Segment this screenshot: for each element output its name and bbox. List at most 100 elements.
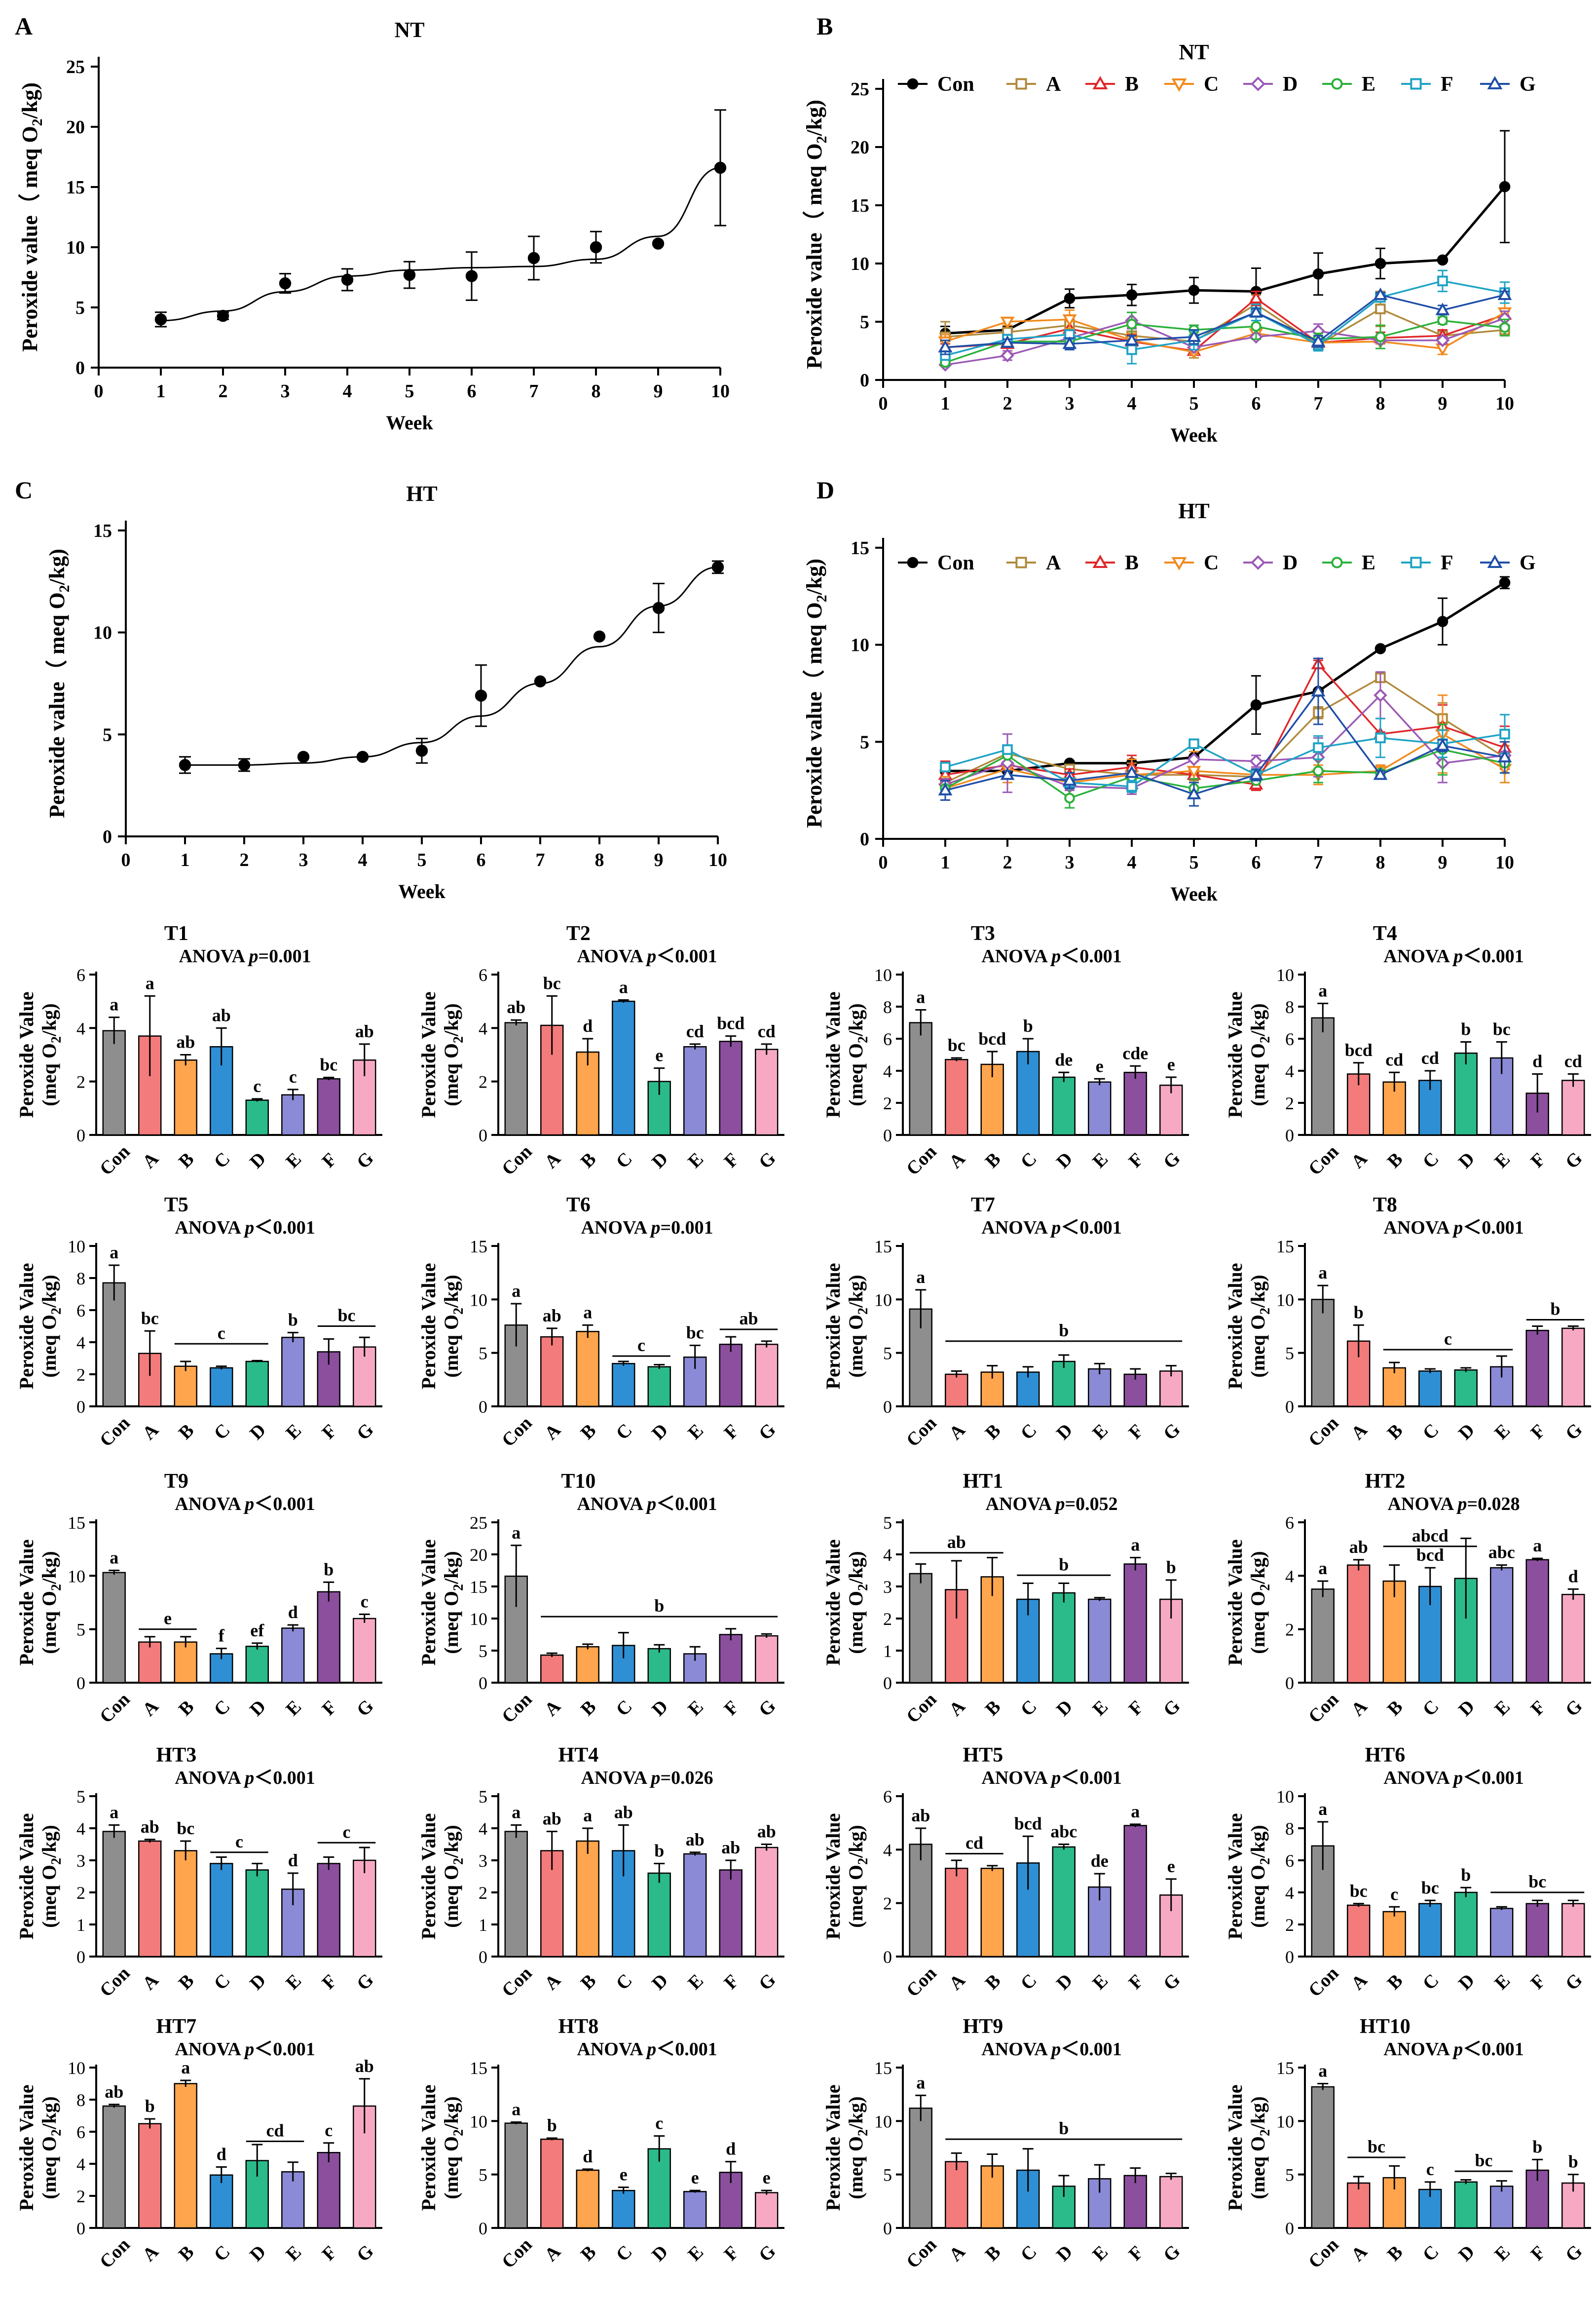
y-tick-label: 10 xyxy=(93,623,112,643)
bar xyxy=(909,2108,932,2229)
series-E xyxy=(940,723,1510,809)
x-tick-label: 9 xyxy=(654,850,664,870)
fit-curve xyxy=(185,566,718,766)
bar xyxy=(245,1099,269,1136)
x-tick-label: E xyxy=(282,1149,305,1172)
significance-letter: b xyxy=(145,2096,155,2116)
bar xyxy=(1454,1369,1478,1407)
y-tick-label: 6 xyxy=(76,2122,85,2142)
significance-letter: b xyxy=(1461,1019,1471,1039)
chart-title: T9 xyxy=(164,1470,188,1493)
y-tick-label: 8 xyxy=(883,997,892,1017)
y-tick-label: 0 xyxy=(76,1126,85,1145)
significance-letter: e xyxy=(620,2165,628,2185)
series-line xyxy=(945,733,1505,788)
bar xyxy=(755,1344,779,1407)
chart-title: HT5 xyxy=(963,1744,1003,1767)
chart-title: T2 xyxy=(566,922,591,945)
fit-curve xyxy=(160,167,721,322)
data-point xyxy=(415,745,428,757)
y-tick-label: 15 xyxy=(874,2058,892,2078)
bar xyxy=(281,1337,305,1407)
chart-title: HT3 xyxy=(156,1744,197,1767)
data-point xyxy=(238,759,251,771)
x-tick-label: B xyxy=(577,1420,600,1444)
bar xyxy=(1525,1329,1549,1407)
chart-panel-HT3: 0 1 2 3 4 5 Peroxide Value(meq O2/kg) HT3ANOVA … xyxy=(15,1744,382,2001)
x-tick-label: D xyxy=(246,2241,270,2265)
x-tick-label: Con xyxy=(498,1141,536,1179)
x-tick-label: E xyxy=(1490,1696,1514,1720)
y-tick-label: 4 xyxy=(883,1061,892,1081)
significance-letter: a xyxy=(1318,1263,1327,1282)
significance-letter: ab xyxy=(507,997,525,1017)
bar xyxy=(945,1373,968,1407)
y-axis-label: Peroxide value（ meq O2/kg) xyxy=(802,100,830,369)
bar xyxy=(1123,1825,1147,1958)
y-tick-label: 15 xyxy=(874,1237,892,1256)
y-tick-label: 4 xyxy=(1285,1061,1294,1081)
y-tick-label: 0 xyxy=(1285,1947,1294,1967)
data-point xyxy=(534,675,547,688)
x-tick-label: C xyxy=(210,1696,234,1720)
x-tick-label: E xyxy=(1088,1420,1112,1444)
significance-letter: b xyxy=(654,1841,664,1861)
y-axis-label: Peroxide Value(meq O2/kg) xyxy=(417,992,466,1118)
x-tick-label: F xyxy=(318,1420,341,1443)
bracket-letter: c xyxy=(218,1323,225,1343)
anova-label: ANOVA p＜0.001 xyxy=(981,2039,1121,2060)
x-tick-label: 3 xyxy=(1065,852,1075,873)
x-tick-label: 4 xyxy=(1127,852,1137,873)
x-tick-label: E xyxy=(1088,2242,1112,2265)
significance-letter: ab xyxy=(105,2082,123,2102)
data-point xyxy=(1331,557,1343,568)
significance-letter: ab xyxy=(212,1005,231,1025)
x-tick-label: 7 xyxy=(529,381,539,402)
y-tick-label: 4 xyxy=(479,1819,487,1839)
bar xyxy=(1016,1051,1040,1136)
x-tick-label: C xyxy=(210,1148,234,1172)
data-point xyxy=(1435,738,1450,751)
x-tick-label: A xyxy=(541,1696,565,1720)
data-point xyxy=(1437,254,1448,266)
y-tick-label: 0 xyxy=(479,1947,487,1967)
bar xyxy=(683,2191,707,2229)
y-tick-label: 10 xyxy=(68,2058,85,2078)
panel-letter: B xyxy=(817,12,833,40)
significance-letter: ab xyxy=(355,1021,374,1041)
bar xyxy=(1159,1894,1183,1958)
bar xyxy=(647,1872,671,1958)
x-tick-label: B xyxy=(175,1420,198,1444)
legend-label: A xyxy=(1046,552,1061,574)
significance-letter: a xyxy=(110,1803,118,1822)
significance-letter: a xyxy=(916,987,925,1007)
x-tick-label: 4 xyxy=(358,850,368,870)
y-tick-label: 5 xyxy=(479,1641,487,1661)
anova-label: ANOVA p=0.026 xyxy=(581,1768,713,1788)
y-tick-label: 10 xyxy=(68,1566,85,1586)
anova-label: ANOVA p＜0.001 xyxy=(1383,2039,1523,2060)
data-point xyxy=(1311,684,1326,697)
x-tick-label: 6 xyxy=(1252,393,1261,414)
data-point xyxy=(940,761,951,773)
significance-letter: ab xyxy=(1349,1537,1368,1557)
y-axis-label: Peroxide Value(meq O2/kg) xyxy=(417,1540,466,1666)
x-tick-label: F xyxy=(720,2242,743,2264)
significance-letter: ab xyxy=(757,1822,776,1842)
y-tick-label: 10 xyxy=(1276,1787,1294,1807)
chart-title: HT xyxy=(406,482,438,506)
bar xyxy=(1382,1580,1406,1684)
y-tick-label: 4 xyxy=(1285,1883,1294,1903)
x-tick-label: A xyxy=(139,1148,163,1172)
y-axis-label: Peroxide Value(meq O2/kg) xyxy=(1224,992,1273,1118)
x-tick-label: 8 xyxy=(1376,852,1385,873)
x-tick-label: 1 xyxy=(181,850,190,870)
data-point xyxy=(1499,181,1511,192)
bar xyxy=(1418,1903,1442,1958)
x-tick-label: D xyxy=(648,1696,672,1720)
x-tick-label: G xyxy=(1561,1419,1587,1444)
significance-letter: d xyxy=(583,2147,593,2166)
y-tick-label: 20 xyxy=(470,1545,487,1565)
bar xyxy=(102,1030,126,1136)
